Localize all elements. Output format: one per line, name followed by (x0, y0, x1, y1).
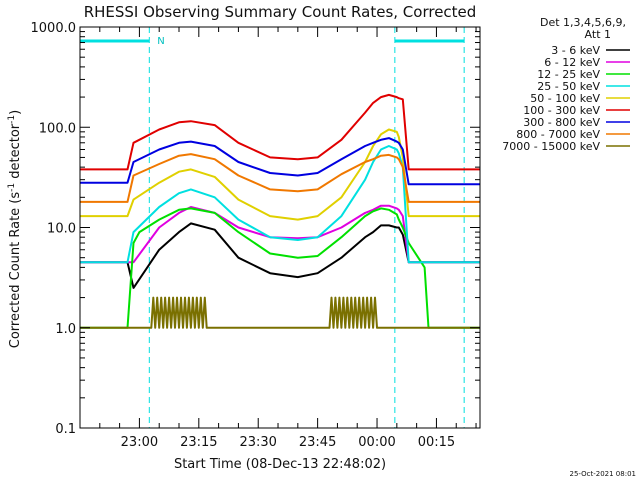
legend-header-line-1: Det 1,3,4,5,6,9, (540, 16, 626, 29)
x-tick-label: 00:00 (358, 435, 395, 450)
legend-label: 6 - 12 keV (544, 56, 600, 69)
y-tick-label: 0.1 (55, 422, 76, 437)
x-axis-label: Start Time (08-Dec-13 22:48:02) (174, 457, 386, 472)
series-line-6 (80, 137, 480, 186)
y-axis-label: Corrected Count Rate (s-1 detector-1) (7, 110, 23, 348)
legend-label: 7000 - 15000 keV (502, 140, 600, 153)
x-tick-label: 23:30 (239, 435, 276, 450)
series-line-3 (80, 145, 480, 264)
legend-label: 3 - 6 keV (551, 44, 600, 57)
legend-label: 50 - 100 keV (530, 92, 600, 105)
series-line-7 (80, 153, 480, 203)
legend-label: 12 - 25 keV (537, 68, 600, 81)
series-line-4 (80, 128, 480, 221)
y-tick-label: 100.0 (39, 121, 76, 136)
series-line-0 (80, 222, 480, 289)
x-tick-label: 23:00 (121, 435, 158, 450)
legend-label: 800 - 7000 keV (516, 128, 600, 141)
plot-area (80, 27, 480, 428)
chart-title: RHESSI Observing Summary Count Rates, Co… (84, 3, 477, 21)
x-tick-label: 00:15 (418, 435, 455, 450)
series-line-2 (80, 207, 480, 329)
y-tick-label: 1.0 (55, 322, 76, 337)
x-tick-label: 23:45 (299, 435, 336, 450)
legend-header-line-2: Att 1 (585, 28, 611, 41)
legend-label: 100 - 300 keV (523, 104, 600, 117)
legend-label: 300 - 800 keV (523, 116, 600, 129)
x-tick-label: 23:15 (180, 435, 217, 450)
timestamp: 25-Oct-2021 08:01 (570, 470, 636, 478)
y-tick-label: 1000.0 (31, 21, 77, 36)
series-line-8 (80, 296, 480, 329)
night-marker-label: N (157, 36, 164, 47)
y-tick-label: 10.0 (47, 222, 76, 237)
legend-label: 25 - 50 keV (537, 80, 600, 93)
series-line-5 (80, 93, 480, 171)
